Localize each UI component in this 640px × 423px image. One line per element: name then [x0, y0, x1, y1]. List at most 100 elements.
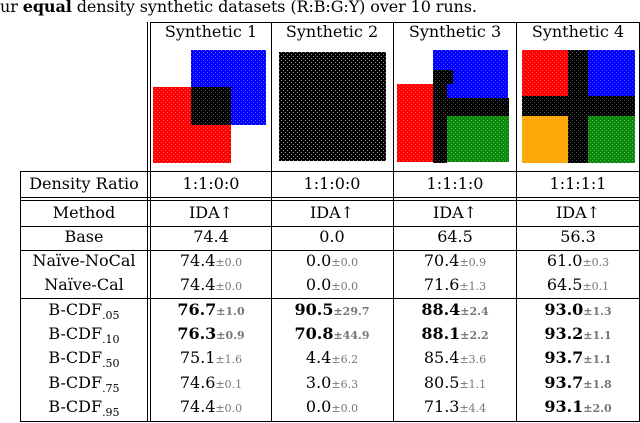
result-value: 0.0 [305, 275, 332, 294]
method-label: Naïve-Cal [20, 275, 148, 295]
result-value: 93.7 [544, 348, 584, 367]
method-label: B-CDF.75 [20, 373, 148, 399]
result-std: ±2.2 [460, 329, 489, 342]
result-cell: 61.0±0.3 [518, 251, 638, 273]
result-value: 85.4 [423, 348, 460, 367]
result-value: 64.5 [437, 227, 473, 246]
result-value: 70.4 [423, 251, 460, 270]
result-cell: 64.5±0.1 [518, 275, 638, 297]
result-cell: 85.4±3.6 [396, 348, 514, 370]
method-label: B-CDF.05 [20, 300, 148, 326]
result-std: ±1.0 [216, 305, 245, 318]
result-cell: 74.4±0.0 [152, 251, 270, 273]
metric-header-s4: IDA↑ [555, 203, 601, 222]
result-cell: 93.7±1.8 [518, 373, 638, 395]
header-synthetic-4: Synthetic 4 [531, 22, 625, 41]
method-label: B-CDF.10 [20, 324, 148, 350]
method-label: B-CDF.95 [20, 397, 148, 423]
result-cell: 88.1±2.2 [396, 324, 514, 346]
method-name: B-CDF [48, 397, 103, 416]
result-value: 75.1 [179, 348, 216, 367]
result-cell: 70.4±0.9 [396, 251, 514, 273]
method-name: Naïve-NoCal [32, 251, 136, 270]
result-value: 90.5 [294, 300, 334, 319]
method-subscript: .10 [102, 333, 120, 347]
result-value: 93.0 [544, 300, 584, 319]
method-name: Naïve-Cal [44, 275, 124, 294]
result-cell: 80.5±1.1 [396, 373, 514, 395]
metric-header-s2: IDA↑ [309, 203, 355, 222]
result-cell: 0.0±0.0 [273, 275, 391, 297]
result-std: ±2.0 [583, 402, 612, 415]
caption-bold-word: equal [22, 0, 72, 16]
result-cell: 76.3±0.9 [152, 324, 270, 346]
result-cell: 56.3 [518, 227, 638, 247]
result-value: 4.4 [305, 348, 332, 367]
method-label: B-CDF.50 [20, 348, 148, 374]
result-std: ±6.3 [331, 378, 359, 391]
result-cell: 76.7±1.0 [152, 300, 270, 322]
header-synthetic-2: Synthetic 2 [285, 22, 379, 41]
result-cell: 74.4±0.0 [152, 397, 270, 419]
result-std: ±1.8 [583, 378, 612, 391]
synthetic-1-scatter [153, 50, 266, 163]
result-value: 76.7 [177, 300, 217, 319]
synthetic-2-scatter [275, 50, 388, 163]
result-std: ±0.0 [331, 280, 359, 293]
result-value: 61.0 [546, 251, 583, 270]
caption-prefix: ur [0, 0, 23, 16]
result-cell: 74.4±0.0 [152, 275, 270, 297]
result-cell: 71.6±1.3 [396, 275, 514, 297]
result-std: ±0.9 [459, 256, 487, 269]
table-caption: ur equal density synthetic datasets (R:B… [0, 0, 640, 16]
result-cell: 3.0±6.3 [273, 373, 391, 395]
result-std: ±4.4 [459, 402, 487, 415]
header-synthetic-1: Synthetic 1 [164, 22, 258, 41]
result-std: ±0.0 [331, 402, 359, 415]
result-std: ±1.1 [583, 329, 612, 342]
method-label: Naïve-NoCal [20, 251, 148, 271]
result-cell: 74.6±0.1 [152, 373, 270, 395]
result-cell: 74.4 [152, 227, 270, 247]
result-value: 74.4 [179, 251, 216, 270]
result-std: ±0.3 [582, 256, 610, 269]
method-name: B-CDF [48, 348, 103, 367]
result-cell: 70.8±44.9 [273, 324, 391, 346]
result-value: 74.4 [179, 275, 216, 294]
method-label: Base [20, 227, 148, 247]
result-value: 93.2 [544, 324, 584, 343]
result-std: ±1.3 [583, 305, 612, 318]
result-value: 88.4 [421, 300, 461, 319]
caption-suffix: density synthetic datasets (R:B:G:Y) ove… [71, 0, 477, 16]
method-subscript: .05 [102, 309, 120, 323]
result-cell: 93.2±1.1 [518, 324, 638, 346]
result-std: ±44.9 [333, 329, 370, 342]
result-cell: 0.0±0.0 [273, 251, 391, 273]
metric-header-s1: IDA↑ [188, 203, 234, 222]
result-std: ±1.1 [459, 378, 487, 391]
method-name: B-CDF [48, 373, 103, 392]
result-std: ±1.1 [583, 353, 612, 366]
density-ratio-label: Density Ratio [29, 174, 139, 193]
result-cell: 0.0±0.0 [273, 397, 391, 419]
method-header: Method [52, 203, 116, 222]
result-cell: 93.1±2.0 [518, 397, 638, 419]
result-std: ±0.0 [215, 280, 243, 293]
result-cell: 0.0 [273, 227, 391, 247]
result-std: ±29.7 [333, 305, 370, 318]
result-value: 0.0 [319, 227, 345, 246]
method-name: B-CDF [48, 324, 103, 343]
header-synthetic-3: Synthetic 3 [408, 22, 502, 41]
result-value: 70.8 [294, 324, 334, 343]
result-value: 56.3 [560, 227, 596, 246]
result-value: 88.1 [421, 324, 461, 343]
density-ratio-s4: 1:1:1:1 [549, 174, 607, 193]
result-cell: 93.7±1.1 [518, 348, 638, 370]
result-value: 74.4 [179, 397, 216, 416]
result-std: ±0.9 [216, 329, 245, 342]
method-name: B-CDF [48, 300, 103, 319]
result-std: ±0.1 [215, 378, 243, 391]
result-value: 74.6 [179, 373, 216, 392]
result-std: ±3.6 [459, 353, 487, 366]
result-value: 71.6 [423, 275, 460, 294]
